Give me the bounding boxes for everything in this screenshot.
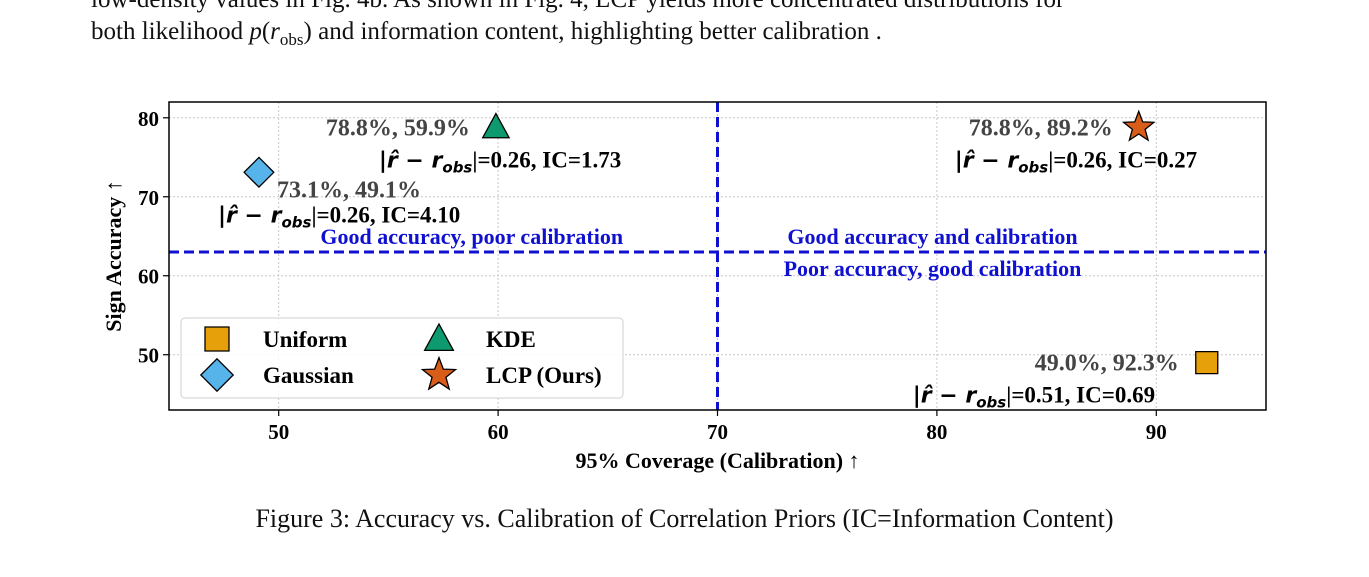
metric-symbol: |r̂ − r [913, 384, 978, 409]
metric-subscript: obs [976, 394, 1006, 412]
x-tick-label: 90 [1146, 420, 1167, 444]
kde-point [481, 112, 511, 139]
paper-text-line-2-end: and information content, highlighting be… [311, 18, 882, 45]
likelihood-sub-obs: obs [279, 30, 304, 49]
metric-subscript: obs [1018, 158, 1048, 176]
reference-lines: Good accuracy, poor calibration Good accu… [169, 102, 1266, 410]
likelihood-p: p [249, 18, 262, 45]
quadrant-label-top-right: Good accuracy and calibration [787, 224, 1077, 249]
plot-frame [168, 101, 1267, 411]
y-axis-label: Sign Accuracy ↑ [101, 180, 126, 332]
metric-close: | [1006, 383, 1011, 408]
metric-close: | [472, 147, 477, 172]
gaussian-metric-label: |r̂ − robs|=0.26, IC=4.10 [218, 202, 460, 231]
gaussian-point [243, 156, 275, 189]
marker-layer [243, 109, 1219, 375]
lcp-ours-point [1121, 109, 1156, 142]
legend: Uniform KDE Gaussian LCP (Ours) [180, 317, 624, 399]
metric-subscript: obs [442, 158, 472, 176]
lcp-ours-metric-label: |r̂ − robs|=0.26, IC=0.27 [955, 147, 1197, 176]
legend-marker-uniform [204, 326, 230, 352]
annotation-layer: 49.0%, 92.3%|r̂ − robs|=0.51, IC=0.6973.… [218, 115, 1197, 411]
quadrant-label-top-left: Good accuracy, poor calibration [320, 224, 623, 249]
legend-label-uniform: Uniform [263, 327, 347, 352]
kde-metric-label: |r̂ − robs|=0.26, IC=1.73 [379, 147, 621, 176]
x-tick-label: 60 [488, 420, 509, 444]
legend-marker-lcp-ours [420, 355, 458, 391]
legend-label-kde: KDE [486, 327, 536, 352]
metric-value: =0.26, IC=1.73 [477, 147, 621, 172]
metric-close: | [1048, 147, 1053, 172]
kde-value-label: 78.8%, 59.9% [326, 115, 470, 141]
x-tick-label: 70 [707, 420, 728, 444]
uniform-point [1195, 350, 1219, 375]
uniform-metric-label: |r̂ − robs|=0.51, IC=0.69 [913, 383, 1155, 412]
gaussian-value-label: 73.1%, 49.1% [277, 177, 421, 203]
legend-label-gaussian: Gaussian [263, 363, 354, 388]
metric-close: | [311, 202, 316, 227]
metric-subscript: obs [281, 213, 311, 231]
x-tick-label: 50 [268, 420, 289, 444]
y-tick-label: 80 [138, 107, 159, 131]
metric-value: =0.26, IC=0.27 [1053, 147, 1197, 172]
legend-marker-kde [423, 322, 455, 352]
paper-text-line-2: both likelihood p(robs) and information … [91, 18, 882, 49]
quadrant-label-bottom-right: Poor accuracy, good calibration [784, 256, 1082, 281]
likelihood-r: r [270, 18, 280, 45]
y-tick-label: 50 [138, 344, 159, 368]
uniform-value-label: 49.0%, 92.3% [1035, 351, 1179, 377]
legend-box [180, 317, 624, 399]
y-tick-label: 60 [138, 265, 159, 289]
lcp-ours-value-label: 78.8%, 89.2% [969, 115, 1113, 141]
paper-text-line-1: low-density values in Fig. 4b. As shown … [91, 0, 1064, 14]
metric-value: =0.51, IC=0.69 [1011, 383, 1155, 408]
x-axis-label: 95% Coverage (Calibration) ↑ [575, 448, 859, 473]
metric-symbol: |r̂ − r [955, 148, 1020, 173]
x-tick-label: 80 [926, 420, 947, 444]
paper-text-line-2-start: both likelihood [91, 18, 250, 45]
metric-symbol: |r̂ − r [379, 148, 444, 173]
metric-value: =0.26, IC=4.10 [317, 202, 461, 227]
y-tick-label: 70 [138, 186, 159, 210]
legend-marker-gaussian [199, 357, 235, 393]
figure-caption: Figure 3: Accuracy vs. Calibration of Co… [255, 504, 1114, 533]
metric-symbol: |r̂ − r [218, 203, 283, 228]
tick-layer: 50 60 70 80 90 50 60 70 80 [138, 107, 1167, 444]
legend-label-lcp-ours: LCP (Ours) [486, 363, 602, 388]
